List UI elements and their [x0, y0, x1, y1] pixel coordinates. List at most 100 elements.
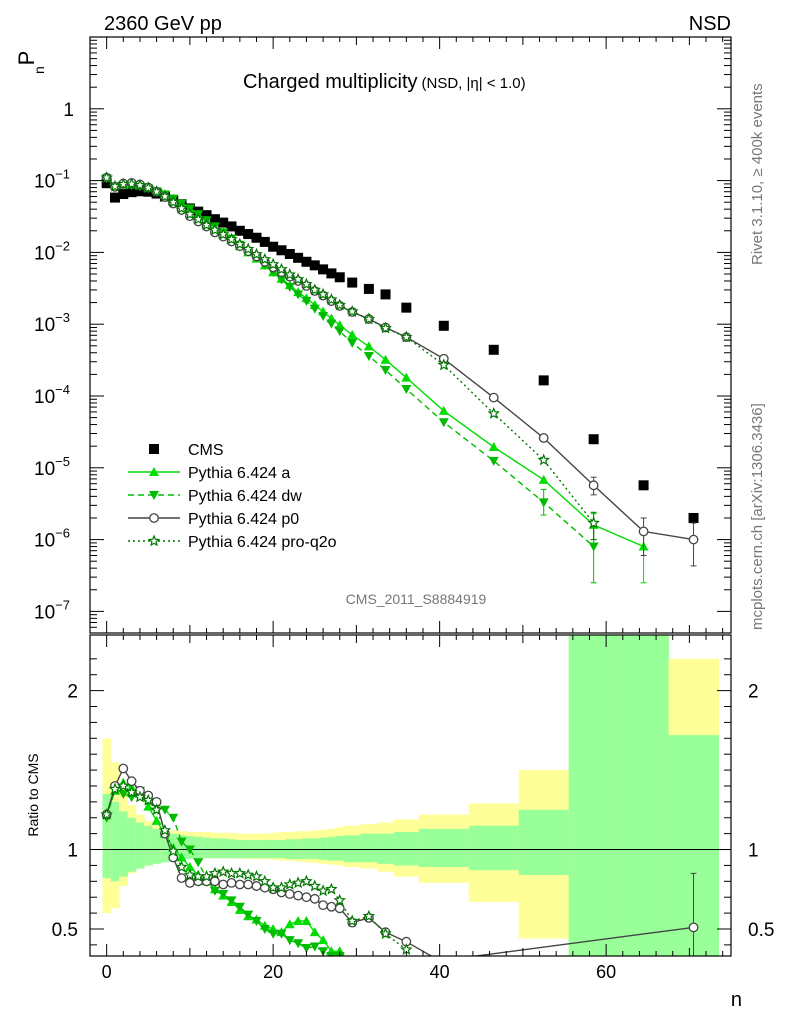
- main-point-pythia-6-424-pro-q2o: [587, 516, 600, 529]
- ratio-point-pythia-6-424-pro-q2o: [175, 860, 188, 873]
- main-point-pythia-6-424-pro-q2o: [437, 358, 451, 371]
- legend-marker: [149, 513, 159, 523]
- main-panel-series: [100, 171, 699, 584]
- main-point-pythia-6-424-pro-q2o: [216, 227, 230, 240]
- main-point-pythia-6-424-dw: [380, 366, 391, 376]
- ratio-point-pythia-6-424-dw: [301, 944, 312, 954]
- main-point-pythia-6-424-p0: [638, 526, 649, 537]
- x-tick-label: 60: [596, 962, 616, 982]
- ratio-point-pythia-6-424-p0: [293, 890, 304, 901]
- main-point-pythia-6-424-p0: [488, 392, 499, 403]
- legend-marker: [149, 467, 159, 476]
- main-point-cms: [251, 232, 262, 243]
- ratio-band-inner-bin: [343, 835, 362, 863]
- main-point-cms: [363, 283, 374, 294]
- main-point-pythia-6-424-pro-q2o: [487, 406, 500, 419]
- ratio-band-inner-bin: [418, 828, 470, 868]
- main-point-pythia-6-424-pro-q2o: [233, 237, 247, 250]
- ratio-band-inner-bin: [618, 635, 670, 956]
- main-point-cms: [588, 434, 599, 445]
- legend-label: Pythia 6.424 a: [188, 465, 290, 482]
- ratio-band-inner-bin: [468, 825, 520, 871]
- y-axis-label-main-symbol: P: [14, 51, 39, 66]
- ratio-band-inner-bin: [568, 635, 620, 956]
- plot-title-main: Charged multiplicity: [243, 71, 418, 93]
- main-point-pythia-6-424-dw: [347, 338, 358, 348]
- ratio-point-pythia-6-424-p0: [126, 776, 137, 787]
- ratio-point-pythia-6-424-pro-q2o: [233, 866, 247, 879]
- ratio-point-pythia-6-424-a: [293, 916, 304, 926]
- x-tick-label: 20: [263, 962, 283, 982]
- ratio-point-pythia-6-424-pro-q2o: [300, 874, 313, 887]
- ratio-point-pythia-6-424-a: [151, 815, 162, 825]
- ratio-point-pythia-6-424-p0: [284, 889, 295, 899]
- main-point-pythia-6-424-pro-q2o: [316, 287, 330, 300]
- legend-marker: [149, 491, 159, 500]
- y-tick-label: 10−6: [34, 526, 70, 552]
- ratio-point-pythia-6-424-dw: [326, 952, 337, 956]
- main-point-pythia-6-424-p0: [588, 480, 599, 491]
- ratio-point-pythia-6-424-pro-q2o: [316, 884, 330, 897]
- ratio-band-inner-bin: [102, 793, 112, 879]
- ratio-point-pythia-6-424-dw: [209, 886, 220, 896]
- main-point-cms: [118, 189, 129, 200]
- main-point-pythia-6-424-dw: [538, 498, 549, 508]
- ratio-y-tick-label-left: 0.5: [52, 920, 78, 941]
- ratio-panel-series: [100, 763, 699, 956]
- ratio-point-pythia-6-424-dw: [118, 789, 129, 799]
- ratio-point-pythia-6-424-dw: [226, 896, 237, 906]
- ratio-point-pythia-6-424-dw: [176, 837, 187, 847]
- ratio-point-pythia-6-424-p0: [209, 876, 220, 887]
- main-point-cms: [318, 264, 329, 275]
- ratio-point-pythia-6-424-pro-q2o: [362, 909, 376, 922]
- main-point-cms: [243, 229, 254, 240]
- main-point-pythia-6-424-pro-q2o: [225, 232, 238, 245]
- main-point-pythia-6-424-a: [488, 441, 499, 451]
- ratio-point-pythia-6-424-a: [143, 801, 154, 811]
- main-point-pythia-6-424-dw: [334, 327, 345, 337]
- ratio-point-pythia-6-424-p0: [251, 881, 262, 891]
- ratio-point-pythia-6-424-dw: [184, 845, 195, 855]
- main-point-pythia-6-424-pro-q2o: [333, 298, 346, 311]
- main-point-pythia-6-424-dw: [284, 282, 295, 292]
- ratio-y-tick-label-right: 1: [748, 841, 759, 862]
- axis-ticks: 0 20 40 60 10−7 10−6 10−5 10−4 10−3 10−2 10−1 1 0.5 0…: [34, 37, 774, 982]
- ratio-point-pythia-6-424-pro-q2o: [100, 808, 113, 820]
- ratio-plot-frame: [89, 634, 732, 957]
- main-point-pythia-6-424-pro-q2o: [325, 293, 338, 305]
- main-point-cms: [126, 187, 137, 198]
- main-point-pythia-6-424-p0: [538, 433, 549, 443]
- main-series-pythia-6-424-dw: [101, 174, 599, 584]
- ratio-point-pythia-6-424-p0: [218, 879, 229, 890]
- main-point-cms: [284, 248, 295, 259]
- ratio-point-pythia-6-424-pro-q2o: [158, 823, 172, 836]
- main-point-pythia-6-424-pro-q2o: [300, 277, 313, 290]
- main-point-pythia-6-424-pro-q2o: [258, 252, 272, 265]
- legend-item-cms: CMS: [149, 442, 224, 459]
- ratio-band-inner-bin: [335, 836, 345, 861]
- ratio-band-inner-bin: [310, 838, 320, 860]
- ratio-point-pythia-6-424-dw: [268, 929, 279, 939]
- ratio-point-pythia-6-424-p0: [234, 879, 245, 890]
- main-point-pythia-6-424-a: [401, 372, 412, 382]
- ratio-point-pythia-6-424-dw: [168, 813, 179, 823]
- ratio-point-pythia-6-424-pro-q2o: [325, 882, 338, 895]
- main-point-pythia-6-424-pro-q2o: [100, 171, 113, 183]
- main-point-pythia-6-424-pro-q2o: [241, 242, 255, 255]
- ratio-uncertainty-bands: [90, 635, 731, 956]
- ratio-point-pythia-6-424-a: [176, 852, 187, 862]
- x-tick-label: 40: [430, 962, 450, 982]
- main-point-pythia-6-424-dw: [438, 418, 449, 428]
- main-point-pythia-6-424-pro-q2o: [200, 218, 213, 231]
- legend-label: Pythia 6.424 pro-q2o: [188, 534, 337, 551]
- y-tick-label: 10−7: [34, 597, 70, 623]
- main-point-pythia-6-424-pro-q2o: [192, 212, 205, 225]
- main-point-cms: [209, 214, 220, 225]
- ratio-point-pythia-6-424-p0: [309, 893, 320, 904]
- main-point-cms: [201, 210, 212, 221]
- main-point-pythia-6-424-pro-q2o: [150, 185, 163, 198]
- ratio-point-pythia-6-424-p0: [176, 873, 187, 884]
- ratio-band-inner-bin: [377, 833, 395, 864]
- ratio-point-pythia-6-424-p0: [301, 892, 312, 903]
